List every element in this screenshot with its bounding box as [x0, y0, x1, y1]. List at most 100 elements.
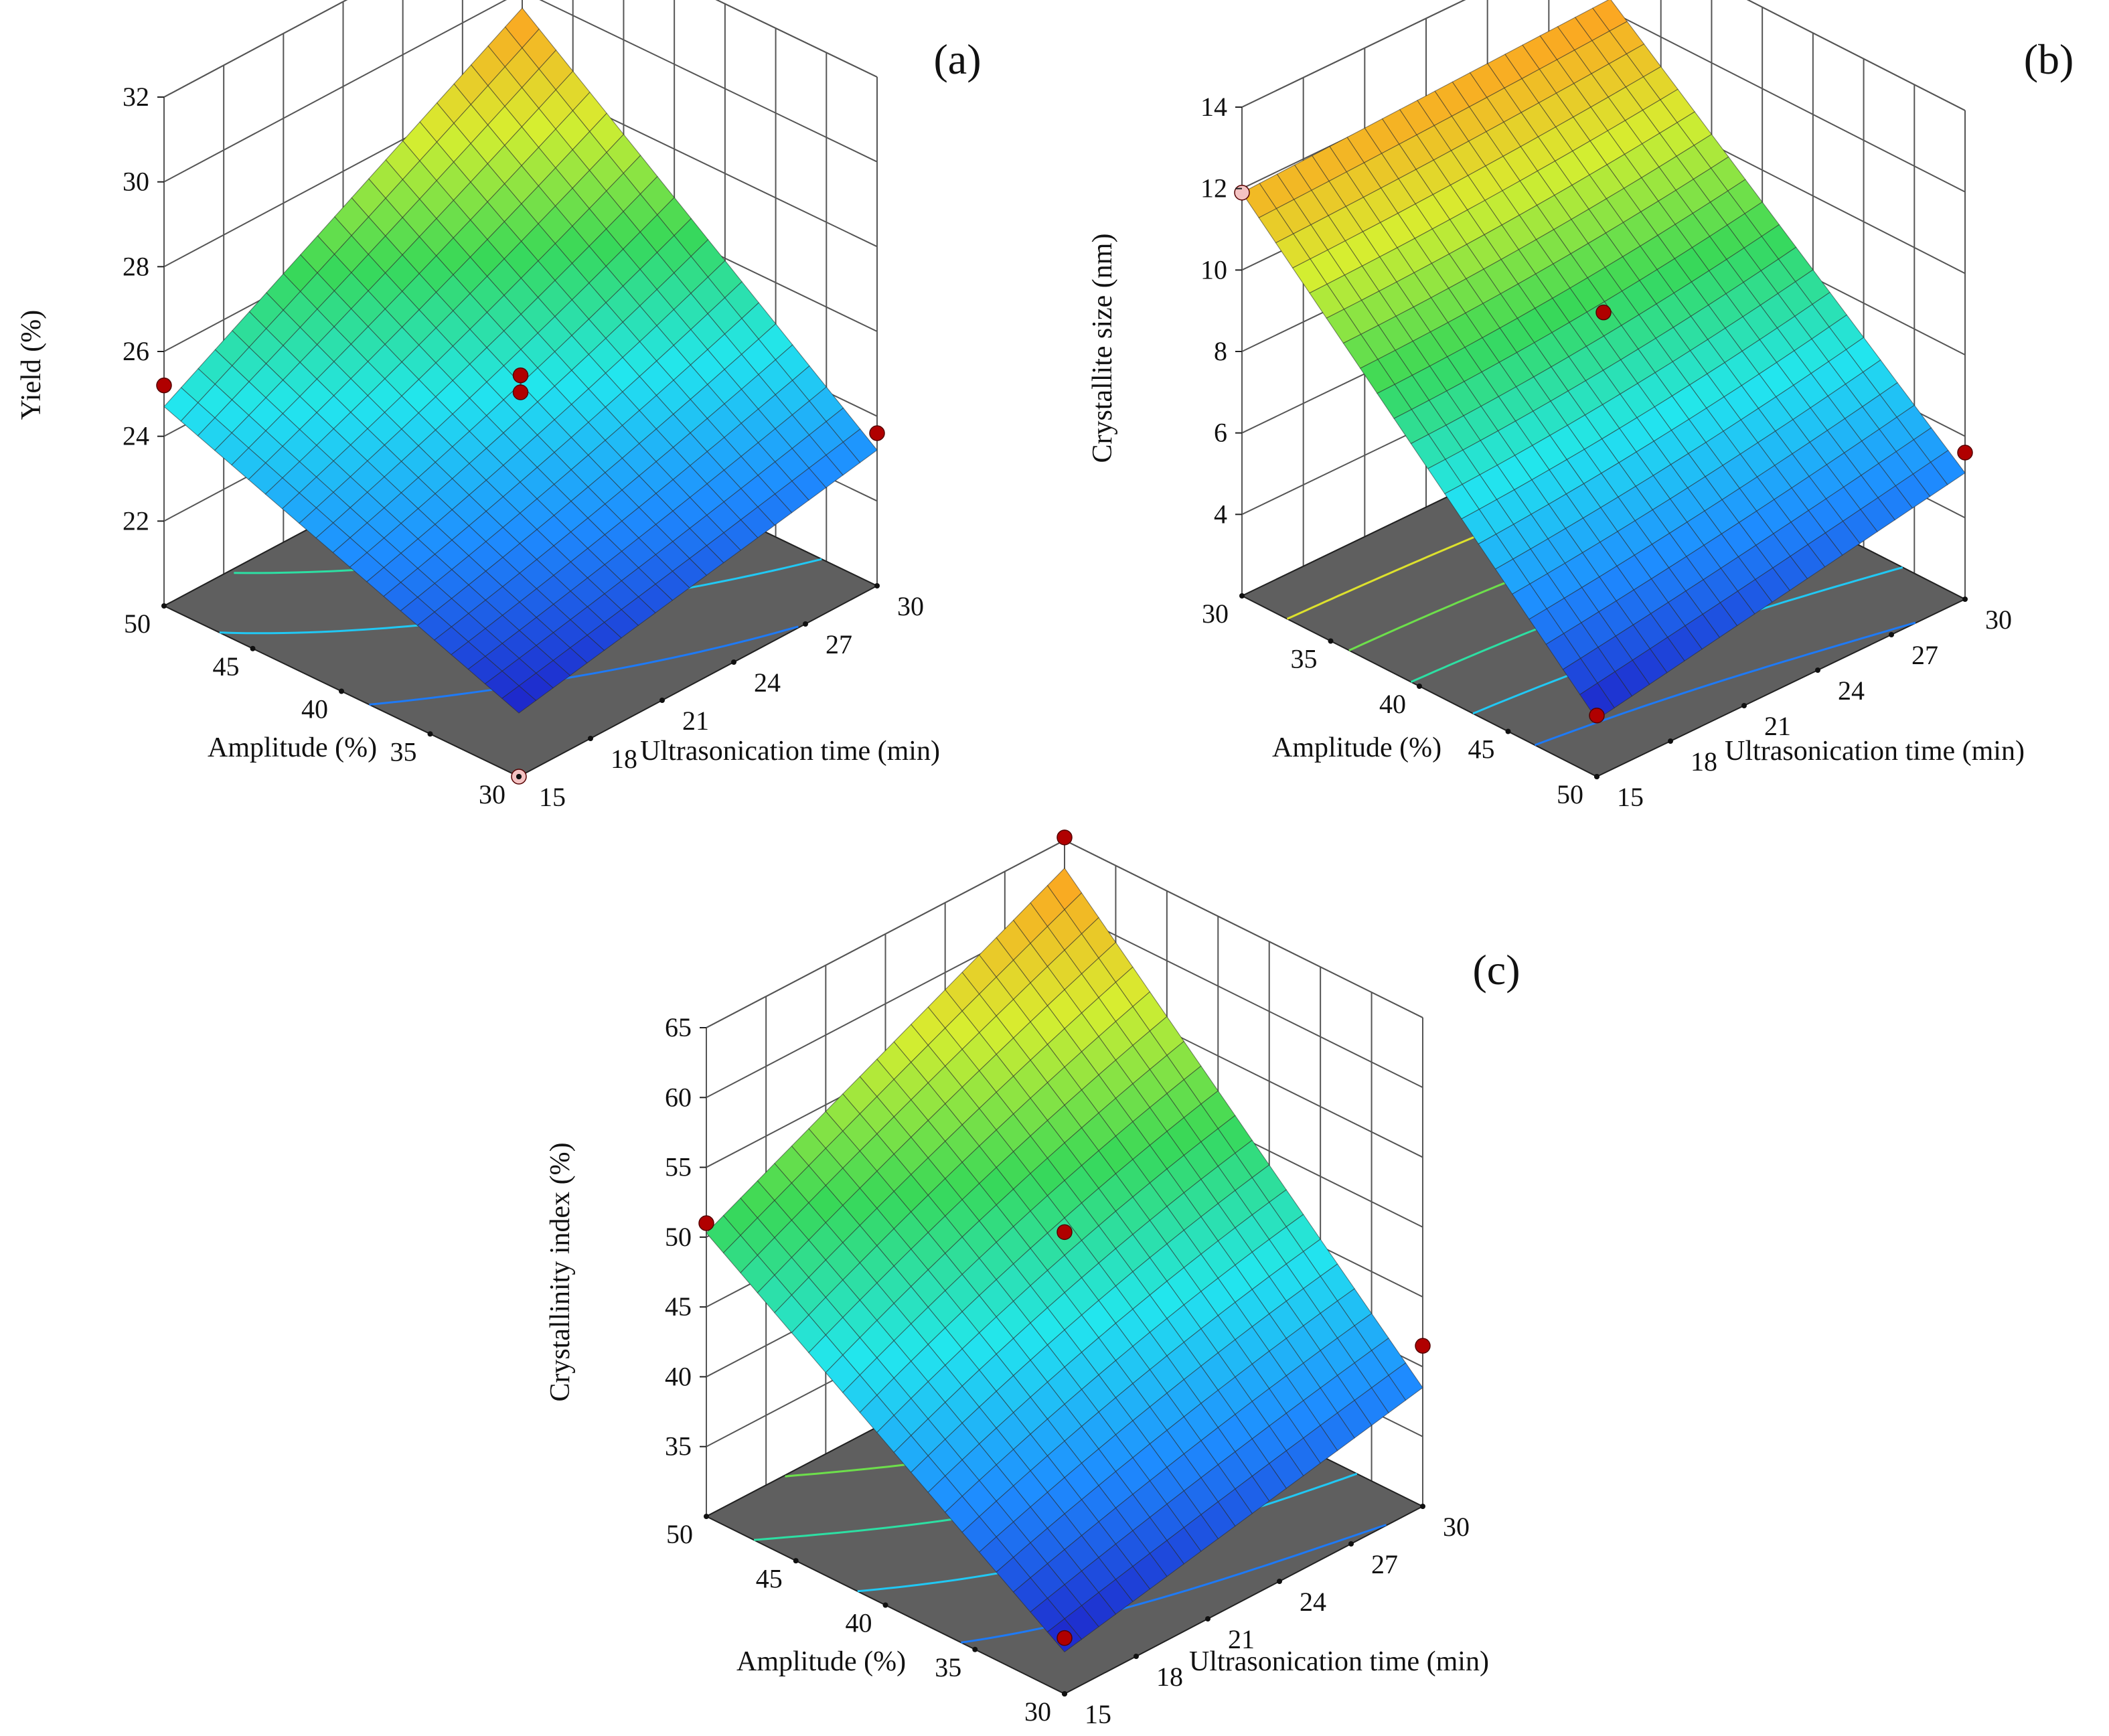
y-axis-label: Ultrasonication time (min)	[1725, 736, 2025, 767]
x-axis-label: Amplitude (%)	[736, 1646, 906, 1677]
x-tick-label: 30	[1202, 599, 1229, 629]
y-tick-mark	[1889, 632, 1894, 637]
y-tick-label: 15	[1617, 782, 1644, 812]
y-tick-mark	[1062, 1691, 1067, 1696]
ticks-a: 22 24 26 28 30 32 30 35 40 45 50 15 18 21 24 27 30	[123, 82, 924, 812]
z-tick-label: 22	[123, 505, 149, 536]
y-tick-label: 21	[682, 706, 709, 736]
ticks-b: 4 6 8 10 12 14 30 35 40 45 50 15 18 21 24 27 30	[1200, 92, 2012, 812]
panel-label: (a)	[933, 35, 981, 83]
x-tick-label: 30	[479, 779, 505, 809]
x-tick-mark	[1328, 638, 1334, 644]
y-tick-label: 21	[1764, 711, 1791, 741]
z-axis-label: Yield (%)	[16, 310, 47, 420]
y-tick-mark	[1668, 738, 1673, 744]
y-tick-label: 27	[826, 629, 852, 659]
z-tick-label: 10	[1200, 254, 1227, 285]
z-axis-label: Crystallite size (nm)	[1087, 234, 1118, 463]
chart-b: 4 6 8 10 12 14 30 35 40 45 50 15 18 21 24 27 30 Amplitude…	[1087, 0, 2074, 812]
z-tick-label: 28	[123, 251, 149, 281]
y-tick-mark	[731, 659, 736, 665]
z-tick-label: 55	[665, 1152, 692, 1182]
z-tick-label: 50	[665, 1222, 692, 1252]
surface-b	[1241, 0, 1966, 720]
z-tick-label: 65	[665, 1012, 692, 1042]
y-tick-label: 18	[1691, 746, 1717, 777]
y-tick-mark	[516, 774, 522, 779]
design-point	[1234, 185, 1250, 201]
surface-a	[163, 7, 878, 714]
x-tick-label: 40	[846, 1608, 872, 1638]
y-tick-label: 21	[1228, 1624, 1255, 1654]
y-axis-label: Ultrasonication time (min)	[640, 736, 940, 767]
x-tick-label: 50	[1557, 779, 1583, 809]
x-tick-mark	[972, 1646, 978, 1652]
y-tick-mark	[659, 698, 665, 703]
wall-z-gridline	[715, 0, 878, 78]
x-tick-label: 45	[213, 651, 240, 682]
x-tick-label: 40	[1379, 689, 1406, 719]
x-tick-label: 50	[124, 609, 151, 639]
x-tick-label: 50	[666, 1519, 693, 1549]
surface-cell	[501, 685, 537, 714]
x-tick-mark	[339, 688, 344, 694]
y-axis-label: Ultrasonication time (min)	[1189, 1646, 1489, 1677]
design-point	[1595, 304, 1612, 321]
x-tick-mark	[793, 1558, 799, 1564]
design-point	[1057, 1630, 1073, 1646]
y-tick-label: 15	[539, 782, 566, 812]
design-point	[1589, 708, 1605, 724]
z-tick-label: 30	[123, 167, 149, 197]
wall-z-gridline	[1064, 840, 1423, 1018]
y-tick-mark	[1205, 1616, 1210, 1622]
design-point	[869, 425, 885, 441]
y-tick-mark	[1741, 703, 1747, 708]
y-tick-mark	[1134, 1654, 1139, 1659]
z-tick-label: 8	[1214, 336, 1227, 366]
design-point	[1057, 1224, 1073, 1241]
wall-z-gridline	[1064, 909, 1423, 1089]
z-tick-label: 60	[665, 1082, 692, 1112]
x-tick-mark	[704, 1514, 709, 1519]
x-tick-mark	[882, 1602, 888, 1608]
y-tick-mark	[1815, 667, 1820, 673]
design-point	[512, 367, 529, 384]
y-tick-label: 18	[611, 744, 637, 774]
design-point	[698, 1215, 714, 1231]
x-tick-label: 40	[301, 694, 328, 724]
wall-z-gridline	[1610, 10, 1966, 193]
x-tick-mark	[1417, 684, 1422, 689]
z-tick-label: 4	[1214, 499, 1227, 529]
x-tick-label: 35	[935, 1652, 961, 1682]
z-tick-label: 35	[665, 1431, 692, 1462]
wall-z-gridline	[539, 0, 878, 163]
z-tick-label: 12	[1200, 173, 1227, 204]
design-point	[1957, 445, 1973, 461]
y-tick-label: 30	[1443, 1512, 1470, 1542]
x-tick-mark	[1505, 728, 1511, 734]
y-tick-mark	[874, 583, 880, 588]
z-tick-label: 26	[123, 336, 149, 366]
design-point	[1415, 1338, 1431, 1354]
x-tick-label: 45	[1468, 734, 1495, 765]
panel-label: (b)	[2024, 35, 2074, 83]
surface-c	[706, 867, 1423, 1653]
design-point	[1057, 830, 1073, 846]
x-tick-mark	[250, 645, 256, 651]
contour-line	[961, 1524, 1387, 1644]
y-tick-mark	[1277, 1579, 1282, 1584]
y-tick-label: 24	[1300, 1587, 1326, 1617]
ticks-c: 35 40 45 50 55 60 65 30 35 40 45 50 15 18 21 24 27 30	[665, 1012, 1470, 1729]
z-tick-label: 14	[1200, 92, 1227, 122]
y-tick-mark	[803, 621, 808, 627]
y-tick-mark	[1962, 597, 1968, 602]
x-axis-label: Amplitude (%)	[208, 732, 377, 763]
z-tick-label: 6	[1214, 418, 1227, 448]
design-point	[512, 384, 529, 400]
wall-z-gridline	[715, 0, 878, 78]
y-tick-label: 30	[1985, 605, 2012, 635]
contour-line	[369, 625, 799, 706]
design-points-b	[1234, 185, 1973, 724]
y-tick-label: 27	[1911, 640, 1938, 670]
